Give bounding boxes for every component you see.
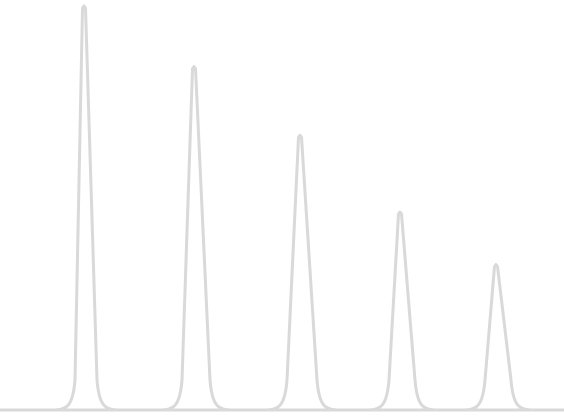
chart-peak-5	[462, 263, 534, 412]
chart-peak-2	[159, 65, 233, 412]
chart-peak-4	[366, 210, 438, 412]
chart-peak-3	[264, 133, 340, 412]
peaks-layer	[0, 4, 564, 412]
chart-peak-1	[52, 4, 120, 412]
